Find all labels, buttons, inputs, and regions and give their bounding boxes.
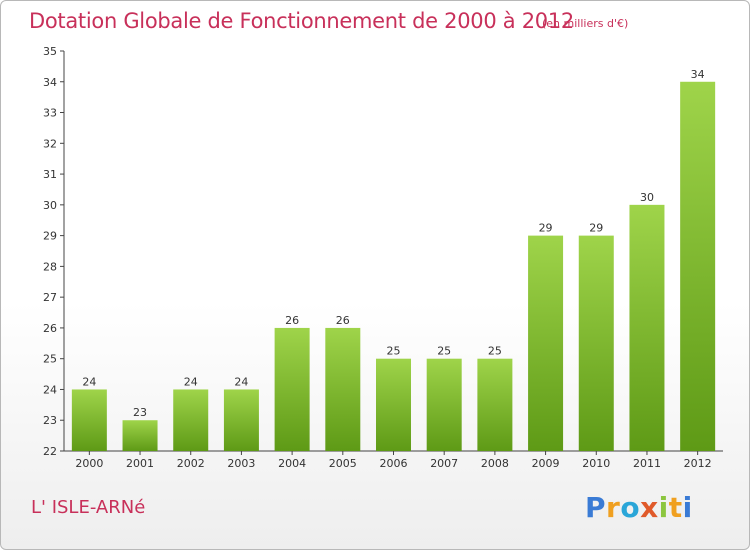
y-tick-label: 29	[43, 230, 57, 243]
x-tick-label: 2005	[329, 457, 357, 470]
bar-value-label: 29	[539, 222, 553, 235]
y-tick-label: 30	[43, 199, 57, 212]
bar-2001	[122, 420, 158, 451]
y-tick-label: 35	[43, 45, 57, 58]
y-tick-label: 34	[43, 76, 57, 89]
bar-2009	[528, 235, 564, 451]
x-tick-label: 2002	[177, 457, 205, 470]
y-tick-label: 25	[43, 353, 57, 366]
bar-value-label: 23	[133, 406, 147, 419]
bar-2010	[578, 235, 614, 451]
x-tick-label: 2012	[684, 457, 712, 470]
bar-value-label: 29	[589, 222, 603, 235]
y-tick-label: 23	[43, 414, 57, 427]
bar-value-label: 24	[234, 375, 248, 388]
bar-2011	[629, 204, 665, 451]
x-tick-label: 2008	[481, 457, 509, 470]
y-tick-label: 22	[43, 445, 57, 458]
y-tick-label: 28	[43, 260, 57, 273]
bar-value-label: 25	[387, 345, 401, 358]
bar-value-label: 25	[488, 345, 502, 358]
bar-value-label: 34	[691, 68, 705, 81]
bar-value-label: 25	[437, 345, 451, 358]
y-tick-label: 27	[43, 291, 57, 304]
x-tick-label: 2007	[430, 457, 458, 470]
bar-2002	[173, 389, 209, 451]
x-tick-label: 2004	[278, 457, 306, 470]
bar-2000	[71, 389, 107, 451]
chart-title: Dotation Globale de Fonctionnement de 20…	[29, 9, 574, 33]
y-tick-label: 26	[43, 322, 57, 335]
x-tick-label: 2011	[633, 457, 661, 470]
bar-2003	[223, 389, 259, 451]
x-tick-label: 2000	[75, 457, 103, 470]
bar-2008	[477, 358, 513, 451]
y-tick-label: 32	[43, 137, 57, 150]
x-tick-label: 2006	[380, 457, 408, 470]
chart-subtitle: (en milliers d'€)	[542, 17, 629, 30]
bar-value-label: 24	[184, 375, 198, 388]
bar-2012	[680, 81, 716, 452]
bar-2005	[325, 327, 361, 451]
proxiti-logo[interactable]: Proxiti	[585, 491, 693, 524]
x-tick-label: 2001	[126, 457, 154, 470]
bar-value-label: 26	[336, 314, 350, 327]
y-tick-label: 31	[43, 168, 57, 181]
bar-value-label: 30	[640, 191, 654, 204]
y-tick-label: 24	[43, 383, 57, 396]
bar-2004	[274, 327, 310, 451]
bar-value-label: 26	[285, 314, 299, 327]
y-tick-label: 33	[43, 107, 57, 120]
commune-name: L' ISLE-ARNé	[31, 497, 146, 518]
x-tick-label: 2009	[532, 457, 560, 470]
bar-2007	[426, 358, 462, 451]
bar-value-label: 24	[82, 375, 96, 388]
x-tick-label: 2003	[227, 457, 255, 470]
x-tick-label: 2010	[582, 457, 610, 470]
bar-chart: 22 23 24 25 26 27 28 29 30 31 32 33 34 35 2000 24 2001 2…	[43, 45, 723, 470]
bar-2006	[376, 358, 411, 451]
